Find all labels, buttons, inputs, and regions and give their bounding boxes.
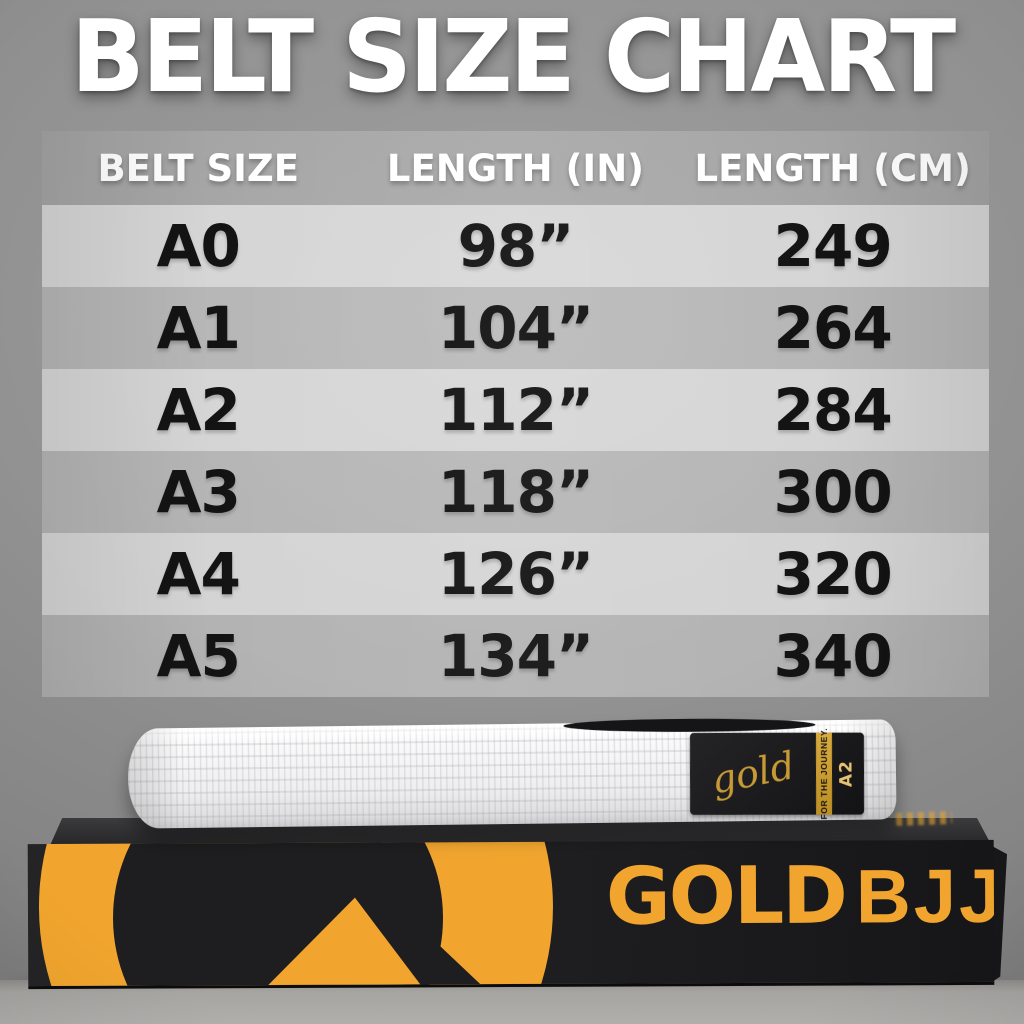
cell-length-cm: 320 bbox=[773, 540, 893, 608]
cell-length-in: 112” bbox=[437, 376, 594, 444]
cell-length-in: 126” bbox=[437, 540, 594, 608]
table-row: A4 126” 320 bbox=[42, 533, 989, 615]
box-brand-gold: GOLD bbox=[605, 849, 847, 943]
header-cell-belt-size: BELT SIZE bbox=[97, 146, 300, 190]
belt-size-tag: A2 bbox=[835, 760, 857, 788]
box-right-side bbox=[992, 846, 1007, 982]
table-row: A3 118” 300 bbox=[42, 451, 989, 533]
box-brand-bjj: BJJ bbox=[855, 853, 995, 940]
box-top-print-marks bbox=[895, 811, 953, 826]
belt-label-patch: gold FOR THE JOURNEY. A2 bbox=[689, 727, 865, 820]
cell-belt-size: A4 bbox=[156, 540, 241, 608]
cell-length-cm: 249 bbox=[773, 212, 893, 280]
belt-tagline: FOR THE JOURNEY. bbox=[818, 727, 830, 820]
cell-belt-size: A2 bbox=[156, 376, 241, 444]
table-row: A1 104” 264 bbox=[42, 287, 989, 369]
table-row: A5 134” 340 bbox=[42, 615, 989, 697]
logo-tail-triangle bbox=[268, 897, 421, 986]
cell-length-in: 118” bbox=[437, 458, 594, 526]
size-table: BELT SIZE LENGTH (IN) LENGTH (CM) A0 98”… bbox=[42, 131, 989, 697]
cell-belt-size: A5 bbox=[156, 622, 241, 690]
product-box: GOLD BJJ bbox=[27, 839, 995, 990]
cell-length-cm: 284 bbox=[773, 376, 893, 444]
cell-length-cm: 264 bbox=[773, 294, 893, 362]
cell-length-cm: 340 bbox=[773, 622, 893, 690]
cell-length-in: 134” bbox=[437, 622, 594, 690]
bjj-white-belt: gold FOR THE JOURNEY. A2 bbox=[127, 718, 897, 829]
page-title: BELT SIZE CHART bbox=[70, 0, 956, 115]
table-row: A0 98” 249 bbox=[42, 205, 989, 287]
cell-length-cm: 300 bbox=[773, 458, 893, 526]
table-body: A0 98” 249 A1 104” 264 A2 112” 284 bbox=[42, 205, 989, 697]
logo-ring-counter bbox=[113, 841, 444, 987]
cell-length-in: 98” bbox=[457, 212, 575, 280]
header-cell-length-in: LENGTH (IN) bbox=[386, 146, 645, 190]
cell-belt-size: A0 bbox=[156, 212, 241, 280]
cell-belt-size: A1 bbox=[156, 294, 241, 362]
logo-tail-gap bbox=[322, 860, 481, 985]
table-header: BELT SIZE LENGTH (IN) LENGTH (CM) bbox=[42, 131, 989, 205]
header-cell-length-cm: LENGTH (CM) bbox=[694, 146, 971, 190]
cell-belt-size: A3 bbox=[156, 458, 241, 526]
cell-length-in: 104” bbox=[437, 294, 594, 362]
table-row: A2 112” 284 bbox=[42, 369, 989, 451]
gold-bjj-q-logo bbox=[38, 841, 553, 987]
belt-brand-script: gold bbox=[707, 743, 799, 803]
box-brand-lockup: GOLD BJJ bbox=[605, 849, 995, 943]
